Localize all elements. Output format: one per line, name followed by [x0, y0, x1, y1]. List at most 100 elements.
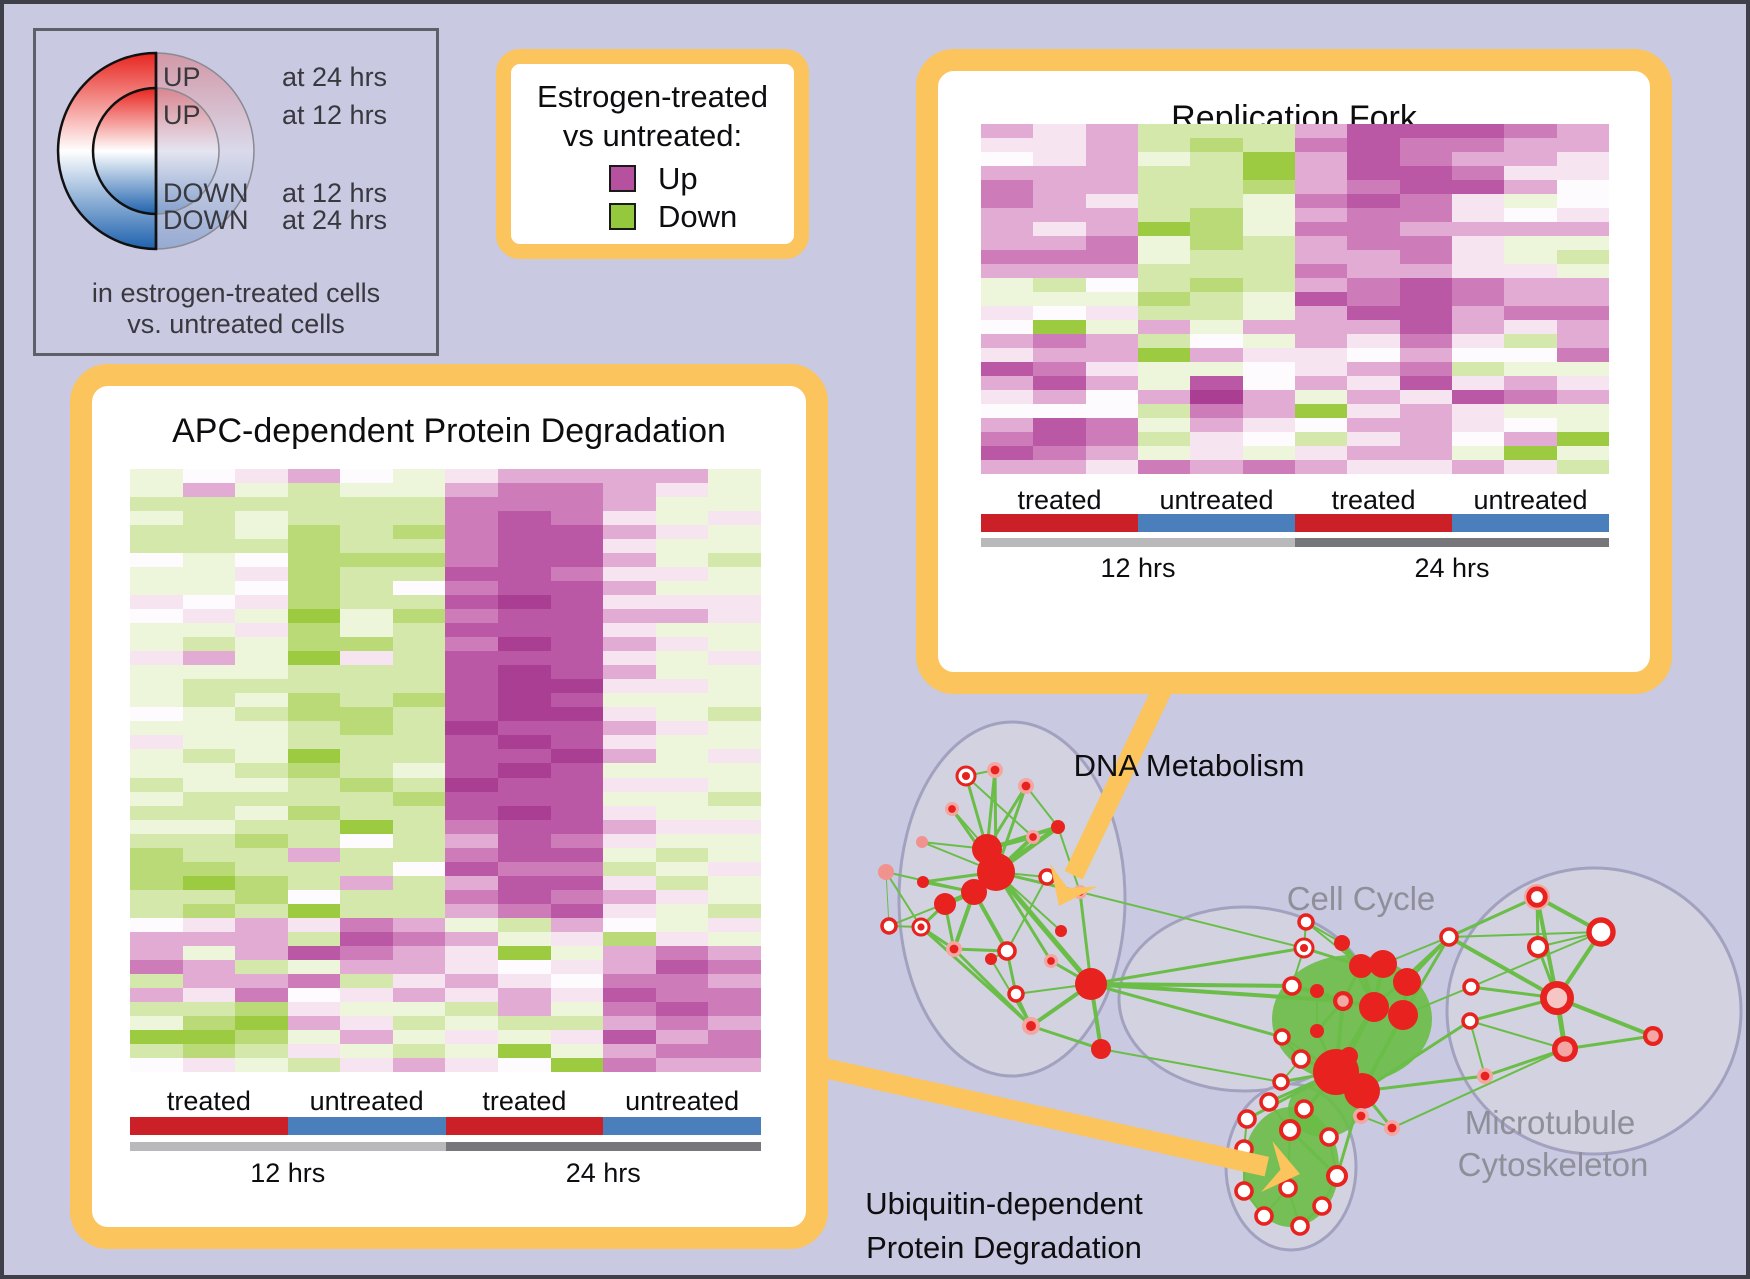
- gene-node: [1272, 1073, 1290, 1091]
- gene-node: [1234, 1181, 1254, 1201]
- network-edge: [1333, 1005, 1377, 1074]
- apc-group-treated-24: treated: [482, 1086, 567, 1116]
- gene-node-core: [1546, 987, 1568, 1009]
- gene-node: [934, 893, 956, 915]
- gene-node: [1586, 917, 1616, 947]
- network-edge: [972, 891, 1009, 952]
- gene-node: [1038, 868, 1056, 886]
- network-edge: [1334, 1000, 1345, 1073]
- network-edge: [985, 769, 997, 850]
- estrogen-title-line1: Estrogen-treated: [537, 79, 768, 114]
- gene-node-core: [949, 944, 959, 954]
- network-edge: [1535, 896, 1559, 999]
- gene-node: [1393, 968, 1421, 996]
- gene-node-core: [1387, 1123, 1397, 1133]
- network-edge: [986, 825, 1059, 851]
- network-edge: [943, 903, 956, 950]
- legend-row-up: Up: [609, 163, 794, 194]
- gene-node: [880, 917, 898, 935]
- ring-time-24-bot: at 24 hrs: [282, 205, 388, 235]
- network-edge: [1057, 826, 1081, 893]
- network-edge: [1321, 1175, 1338, 1207]
- network-edge: [990, 950, 1008, 960]
- network-edge: [1347, 1006, 1376, 1057]
- gene-node: [1234, 1139, 1254, 1159]
- network-edge: [1030, 1024, 1102, 1051]
- network-edge: [1382, 936, 1450, 965]
- apc-time-labels: 12 hrs 24 hrs: [130, 1160, 761, 1187]
- network-label-2: Microtubule: [1465, 1104, 1636, 1141]
- network-edge: [1300, 1057, 1337, 1074]
- network-edge: [1305, 921, 1343, 944]
- gene-node: [1007, 985, 1025, 1003]
- gene-node: [1349, 954, 1373, 978]
- network-edge: [1470, 985, 1558, 1000]
- network-edge: [922, 880, 975, 894]
- edge-density-blob-1: [1243, 1107, 1339, 1227]
- network-edge: [1315, 1000, 1345, 1032]
- network-edge: [1448, 895, 1538, 939]
- network-edge: [1090, 982, 1283, 1039]
- gene-node-core: [1356, 1111, 1366, 1121]
- network-edge: [1340, 942, 1363, 967]
- network-edge: [964, 775, 989, 850]
- network-edge: [985, 785, 1028, 850]
- gene-node: [1334, 935, 1350, 951]
- network-edge: [1243, 1190, 1265, 1217]
- gene-node: [1297, 913, 1315, 931]
- rf-label-12hrs: 12 hrs: [1100, 553, 1176, 583]
- gene-node: [911, 917, 931, 937]
- network-edge: [952, 891, 976, 950]
- gene-node: [1477, 1068, 1493, 1084]
- network-edge: [994, 835, 1035, 874]
- network-edge: [1402, 986, 1472, 1016]
- gene-node: [916, 836, 928, 848]
- network-edge: [885, 871, 922, 928]
- network-edge: [885, 871, 975, 893]
- gene-node: [1313, 1049, 1359, 1095]
- network-edge: [1381, 962, 1409, 984]
- network-edge: [1359, 965, 1376, 1008]
- gene-node: [1278, 1118, 1302, 1142]
- gene-node: [955, 765, 977, 787]
- network-edge: [1050, 959, 1092, 986]
- gene-node: [1462, 978, 1480, 996]
- network-edge: [1360, 1014, 1405, 1092]
- gene-node: [945, 802, 959, 816]
- rf-group-untreated-24: untreated: [1473, 485, 1588, 515]
- network-edge: [986, 835, 1034, 851]
- ring-time-12-top: at 12 hrs: [282, 100, 388, 130]
- gene-node: [1461, 1012, 1479, 1030]
- gene-node: [1055, 925, 1067, 937]
- gene-node: [1319, 1127, 1339, 1147]
- gene-node-core: [1531, 891, 1543, 903]
- down-label: Down: [658, 198, 738, 234]
- network-edge: [1470, 931, 1602, 988]
- rf-time-labels: 12 hrs 24 hrs: [981, 555, 1609, 582]
- network-edge: [993, 769, 998, 873]
- gene-node-core: [1047, 957, 1055, 965]
- network-edge: [1315, 1030, 1338, 1073]
- network-edge: [1281, 1036, 1302, 1060]
- gene-node: [1044, 954, 1058, 968]
- network-edge: [951, 808, 988, 850]
- rf-group-untreated-12: untreated: [1159, 485, 1274, 515]
- gene-node: [1439, 927, 1459, 947]
- network-edge: [1360, 962, 1384, 968]
- gene-node: [917, 876, 929, 888]
- network-edge: [950, 808, 998, 873]
- gene-node-core: [948, 805, 956, 813]
- gene-node: [1344, 1073, 1380, 1109]
- gene-node-core: [917, 923, 925, 931]
- network-edge: [1303, 1108, 1330, 1138]
- gene-node: [1293, 937, 1315, 959]
- network-edge: [1090, 946, 1305, 986]
- network-edge: [1556, 996, 1654, 1038]
- gene-node: [1018, 778, 1034, 794]
- network-edge: [1401, 936, 1451, 1016]
- callout-arrow-1: [821, 1058, 1269, 1177]
- network-edge: [1291, 984, 1344, 1003]
- gene-node: [1388, 1000, 1418, 1030]
- updown-ring-diagram: [56, 51, 255, 251]
